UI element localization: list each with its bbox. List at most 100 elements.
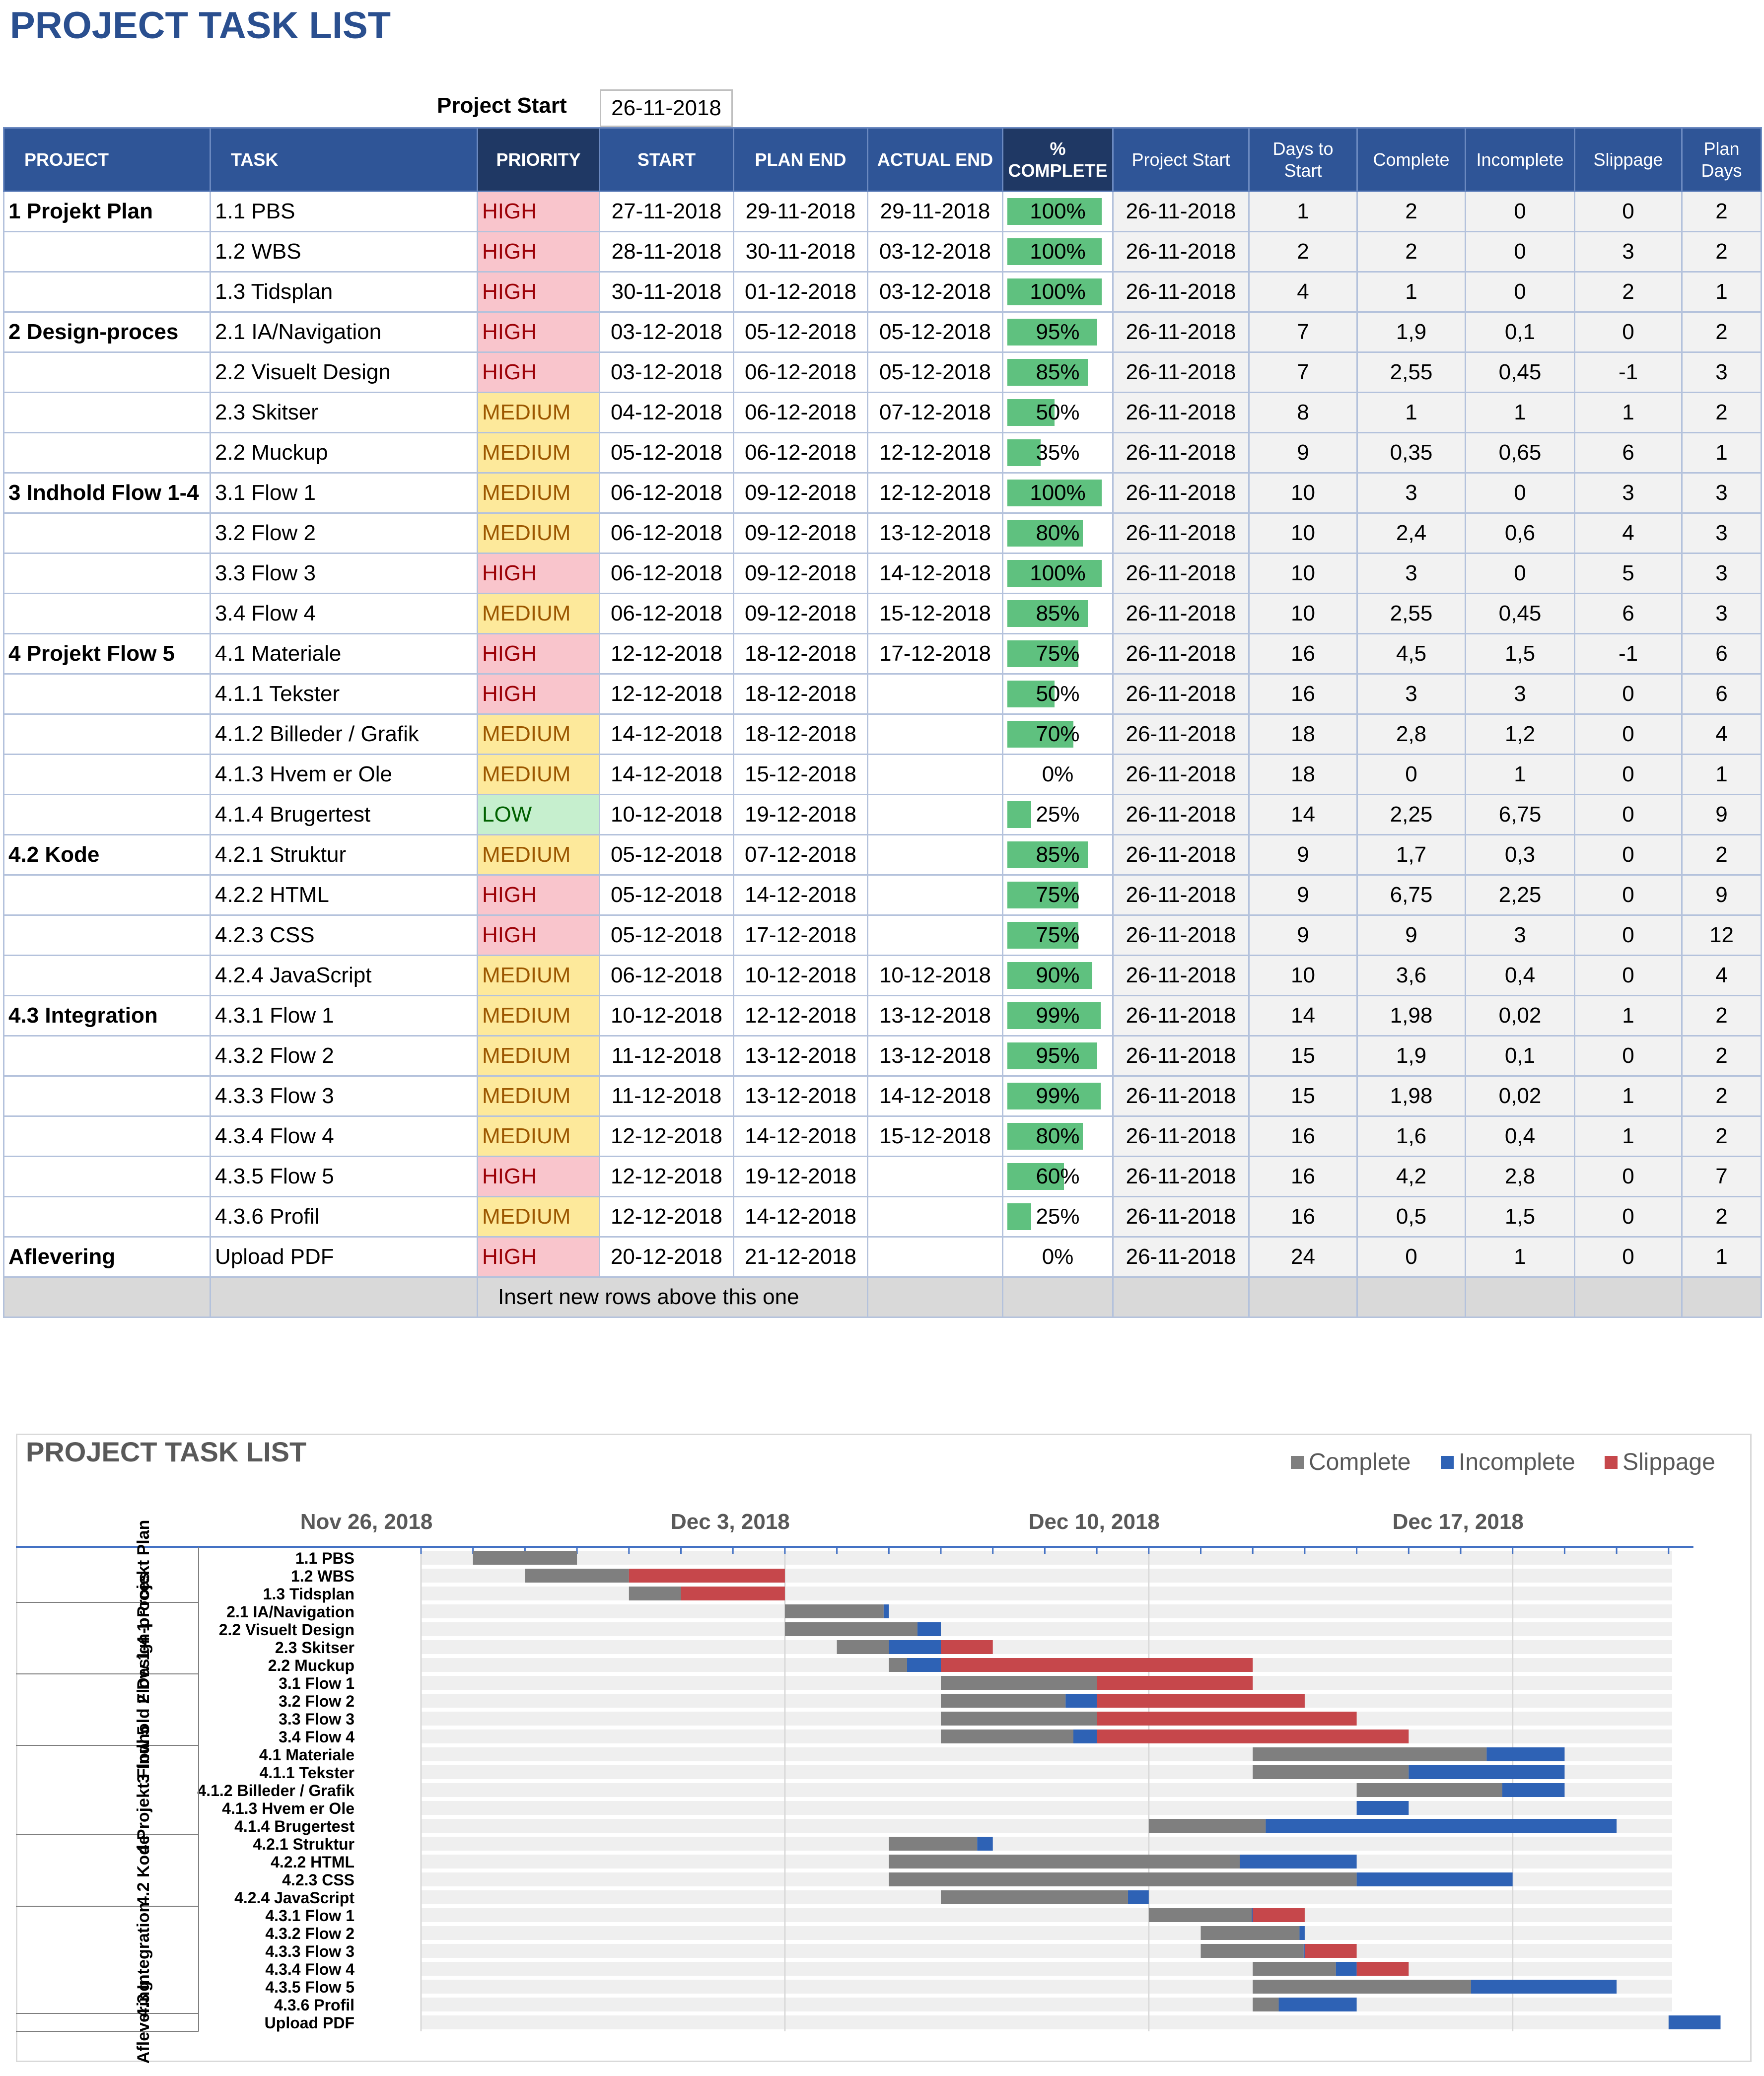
cell-slippage[interactable]: 4 bbox=[1574, 512, 1683, 554]
cell-start[interactable]: 28-11-2018 bbox=[599, 231, 734, 273]
cell-plan-days[interactable]: 6 bbox=[1681, 633, 1762, 675]
cell-incomplete[interactable]: 0,65 bbox=[1465, 432, 1575, 474]
cell-task[interactable]: 4.1.1 Tekster bbox=[210, 673, 478, 715]
cell-start[interactable]: 06-12-2018 bbox=[599, 512, 734, 554]
cell-pstart[interactable]: 26-11-2018 bbox=[1112, 1236, 1250, 1278]
cell-project[interactable] bbox=[3, 754, 211, 795]
cell-plan-end[interactable]: 01-12-2018 bbox=[733, 271, 868, 313]
cell-start[interactable]: 05-12-2018 bbox=[599, 914, 734, 956]
cell-days[interactable]: 1 bbox=[1248, 191, 1358, 232]
table-row[interactable]: 3.2 Flow 2 MEDIUM 06-12-2018 09-12-2018 13-1… bbox=[3, 512, 1762, 554]
cell-project[interactable]: Aflevering bbox=[3, 1236, 211, 1278]
cell-priority[interactable]: HIGH bbox=[477, 311, 600, 353]
table-row[interactable]: 3.3 Flow 3 HIGH 06-12-2018 09-12-2018 14-12-… bbox=[3, 553, 1762, 594]
cell-task[interactable]: 2.2 Visuelt Design bbox=[210, 351, 478, 393]
cell-project[interactable] bbox=[3, 553, 211, 594]
cell-start[interactable]: 06-12-2018 bbox=[599, 593, 734, 634]
cell-start[interactable]: 06-12-2018 bbox=[599, 472, 734, 514]
cell-project[interactable]: 4.2 Kode bbox=[3, 834, 211, 876]
cell-plan-days[interactable]: 9 bbox=[1681, 874, 1762, 916]
cell-priority[interactable]: HIGH bbox=[477, 673, 600, 715]
cell-task[interactable]: 4.3.5 Flow 5 bbox=[210, 1156, 478, 1197]
cell-plan-days[interactable]: 6 bbox=[1681, 673, 1762, 715]
cell-incomplete[interactable]: 1 bbox=[1465, 392, 1575, 433]
cell-start[interactable]: 12-12-2018 bbox=[599, 673, 734, 715]
cell-incomplete[interactable]: 0 bbox=[1465, 191, 1575, 232]
cell-plan-end[interactable]: 21-12-2018 bbox=[733, 1236, 868, 1278]
cell-slippage[interactable]: 0 bbox=[1574, 834, 1683, 876]
cell-pstart[interactable]: 26-11-2018 bbox=[1112, 432, 1250, 474]
cell-plan-days[interactable]: 3 bbox=[1681, 351, 1762, 393]
cell-incomplete[interactable]: 0,1 bbox=[1465, 311, 1575, 353]
table-row[interactable]: 4.3.4 Flow 4 MEDIUM 12-12-2018 14-12-2018 15… bbox=[3, 1115, 1762, 1157]
cell-pct[interactable]: 100% bbox=[1002, 271, 1114, 313]
cell-plan-days[interactable]: 2 bbox=[1681, 191, 1762, 232]
col-actual-end[interactable]: ACTUAL END bbox=[867, 127, 1003, 192]
cell-plan-end[interactable]: 17-12-2018 bbox=[733, 914, 868, 956]
cell-plan-end[interactable]: 19-12-2018 bbox=[733, 1156, 868, 1197]
cell-pstart[interactable]: 26-11-2018 bbox=[1112, 673, 1250, 715]
cell-task[interactable]: 4.1.4 Brugertest bbox=[210, 794, 478, 835]
cell-pct[interactable]: 100% bbox=[1002, 472, 1114, 514]
cell-complete[interactable]: 1,9 bbox=[1356, 311, 1466, 353]
cell-days[interactable]: 16 bbox=[1248, 673, 1358, 715]
cell-pct[interactable]: 25% bbox=[1002, 1196, 1114, 1238]
cell-days[interactable]: 9 bbox=[1248, 432, 1358, 474]
cell-days[interactable]: 16 bbox=[1248, 633, 1358, 675]
cell-incomplete[interactable]: 0,3 bbox=[1465, 834, 1575, 876]
cell-start[interactable]: 12-12-2018 bbox=[599, 1115, 734, 1157]
cell-start[interactable]: 12-12-2018 bbox=[599, 633, 734, 675]
cell-days[interactable]: 8 bbox=[1248, 392, 1358, 433]
cell-plan-end[interactable]: 06-12-2018 bbox=[733, 392, 868, 433]
cell-pct[interactable]: 75% bbox=[1002, 874, 1114, 916]
cell-incomplete[interactable]: 1 bbox=[1465, 1236, 1575, 1278]
cell-priority[interactable]: HIGH bbox=[477, 1236, 600, 1278]
cell-incomplete[interactable]: 3 bbox=[1465, 673, 1575, 715]
cell-pct[interactable]: 75% bbox=[1002, 633, 1114, 675]
cell-task[interactable]: 4.3.1 Flow 1 bbox=[210, 995, 478, 1037]
cell-pstart[interactable]: 26-11-2018 bbox=[1112, 472, 1250, 514]
cell-task[interactable]: 4.1.2 Billeder / Grafik bbox=[210, 713, 478, 755]
cell-days[interactable]: 2 bbox=[1248, 231, 1358, 273]
cell-project[interactable] bbox=[3, 1196, 211, 1238]
cell-actual-end[interactable] bbox=[867, 754, 1003, 795]
cell-start[interactable]: 20-12-2018 bbox=[599, 1236, 734, 1278]
table-row[interactable]: 2.2 Visuelt Design HIGH 03-12-2018 06-12-20… bbox=[3, 351, 1762, 393]
cell-task[interactable]: 2.1 IA/Navigation bbox=[210, 311, 478, 353]
cell-actual-end[interactable] bbox=[867, 914, 1003, 956]
cell-plan-end[interactable]: 06-12-2018 bbox=[733, 432, 868, 474]
cell-project[interactable] bbox=[3, 955, 211, 996]
cell-start[interactable]: 14-12-2018 bbox=[599, 713, 734, 755]
cell-priority[interactable]: HIGH bbox=[477, 231, 600, 273]
cell-project[interactable] bbox=[3, 432, 211, 474]
cell-plan-end[interactable]: 19-12-2018 bbox=[733, 794, 868, 835]
cell-actual-end[interactable]: 10-12-2018 bbox=[867, 955, 1003, 996]
cell-incomplete[interactable]: 0,02 bbox=[1465, 1075, 1575, 1117]
cell-incomplete[interactable]: 0 bbox=[1465, 271, 1575, 313]
cell-plan-days[interactable]: 2 bbox=[1681, 1196, 1762, 1238]
cell-complete[interactable]: 0,35 bbox=[1356, 432, 1466, 474]
cell-priority[interactable]: HIGH bbox=[477, 191, 600, 232]
col-priority[interactable]: PRIORITY bbox=[477, 127, 600, 192]
cell-actual-end[interactable]: 05-12-2018 bbox=[867, 311, 1003, 353]
cell-pstart[interactable]: 26-11-2018 bbox=[1112, 1035, 1250, 1077]
cell-days[interactable]: 16 bbox=[1248, 1196, 1358, 1238]
cell-plan-end[interactable]: 09-12-2018 bbox=[733, 512, 868, 554]
cell-pstart[interactable]: 26-11-2018 bbox=[1112, 392, 1250, 433]
cell-plan-end[interactable]: 09-12-2018 bbox=[733, 553, 868, 594]
table-row[interactable]: 4.3.5 Flow 5 HIGH 12-12-2018 19-12-2018 60% 2… bbox=[3, 1156, 1762, 1197]
cell-actual-end[interactable]: 12-12-2018 bbox=[867, 472, 1003, 514]
project-start-input[interactable]: 26-11-2018 bbox=[600, 89, 733, 127]
cell-pstart[interactable]: 26-11-2018 bbox=[1112, 995, 1250, 1037]
cell-priority[interactable]: MEDIUM bbox=[477, 995, 600, 1037]
cell-incomplete[interactable]: 2,8 bbox=[1465, 1156, 1575, 1197]
cell-days[interactable]: 15 bbox=[1248, 1075, 1358, 1117]
table-row[interactable]: 1.2 WBS HIGH 28-11-2018 30-11-2018 03-12-201… bbox=[3, 231, 1762, 273]
table-row[interactable]: 4.2.3 CSS HIGH 05-12-2018 17-12-2018 75% 26-1… bbox=[3, 914, 1762, 956]
cell-actual-end[interactable] bbox=[867, 673, 1003, 715]
cell-plan-days[interactable]: 9 bbox=[1681, 794, 1762, 835]
cell-pct[interactable]: 95% bbox=[1002, 1035, 1114, 1077]
cell-complete[interactable]: 3 bbox=[1356, 553, 1466, 594]
cell-project[interactable] bbox=[3, 512, 211, 554]
cell-actual-end[interactable]: 13-12-2018 bbox=[867, 512, 1003, 554]
